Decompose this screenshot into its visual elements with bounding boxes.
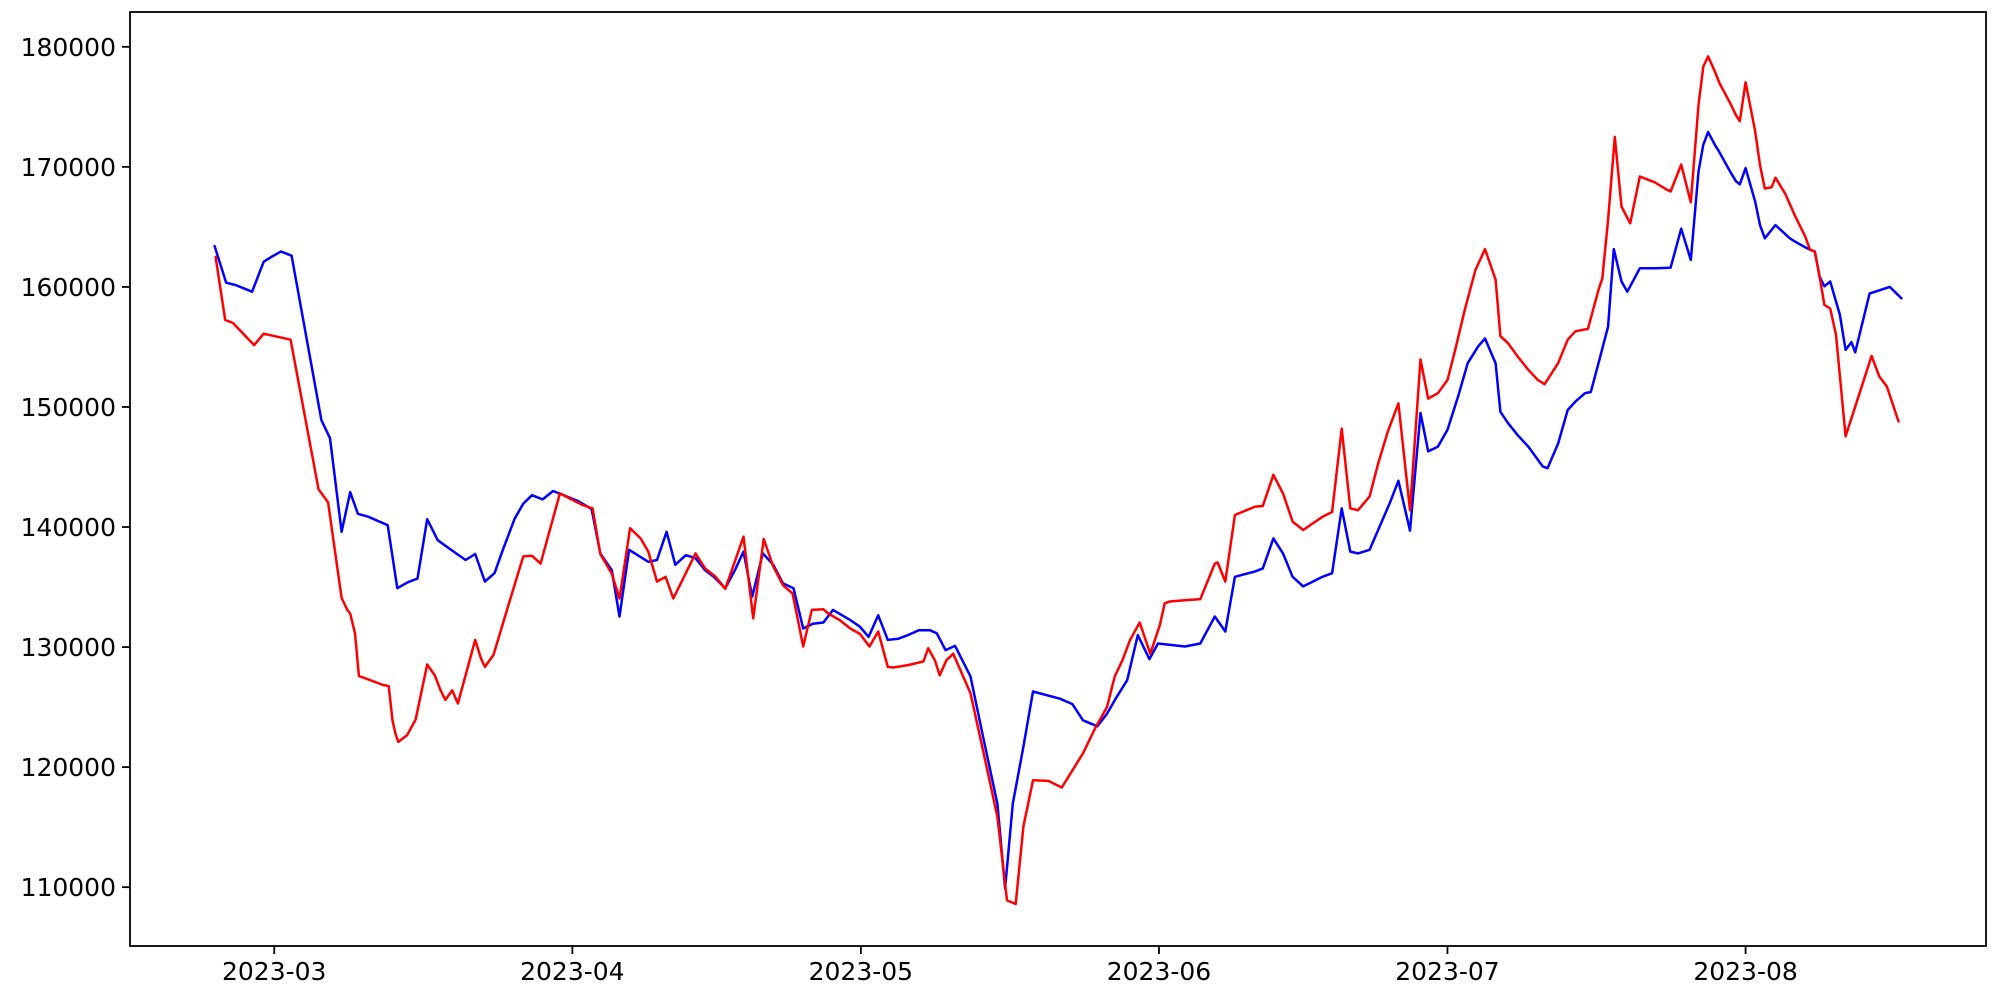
y-tick-label: 170000	[21, 153, 116, 182]
y-tick-label: 160000	[21, 273, 116, 302]
y-tick-label: 120000	[21, 753, 116, 782]
plot-spines	[129, 11, 1987, 947]
series-blue-line	[213, 130, 1903, 890]
x-tick-label: 2023-03	[222, 957, 326, 986]
x-tick-label: 2023-06	[1107, 957, 1211, 986]
x-axis-ticks: 2023-03 2023-04 2023-05 2023-06 2023-07 2023-…	[222, 946, 1798, 986]
y-tick-label: 140000	[21, 513, 116, 542]
y-tick-label: 180000	[21, 33, 116, 62]
series-lines	[213, 55, 1903, 906]
x-tick-label: 2023-08	[1693, 957, 1797, 986]
y-tick-label: 110000	[21, 873, 116, 902]
x-tick-label: 2023-05	[809, 957, 913, 986]
y-tick-label: 150000	[21, 393, 116, 422]
y-axis-ticks: 110000 120000 130000 140000 150000 160000 1700…	[21, 33, 130, 902]
x-tick-label: 2023-04	[520, 957, 624, 986]
series-red-line	[214, 55, 1900, 906]
y-tick-label: 130000	[21, 633, 116, 662]
x-tick-label: 2023-07	[1395, 957, 1499, 986]
plot-border	[129, 11, 1987, 947]
